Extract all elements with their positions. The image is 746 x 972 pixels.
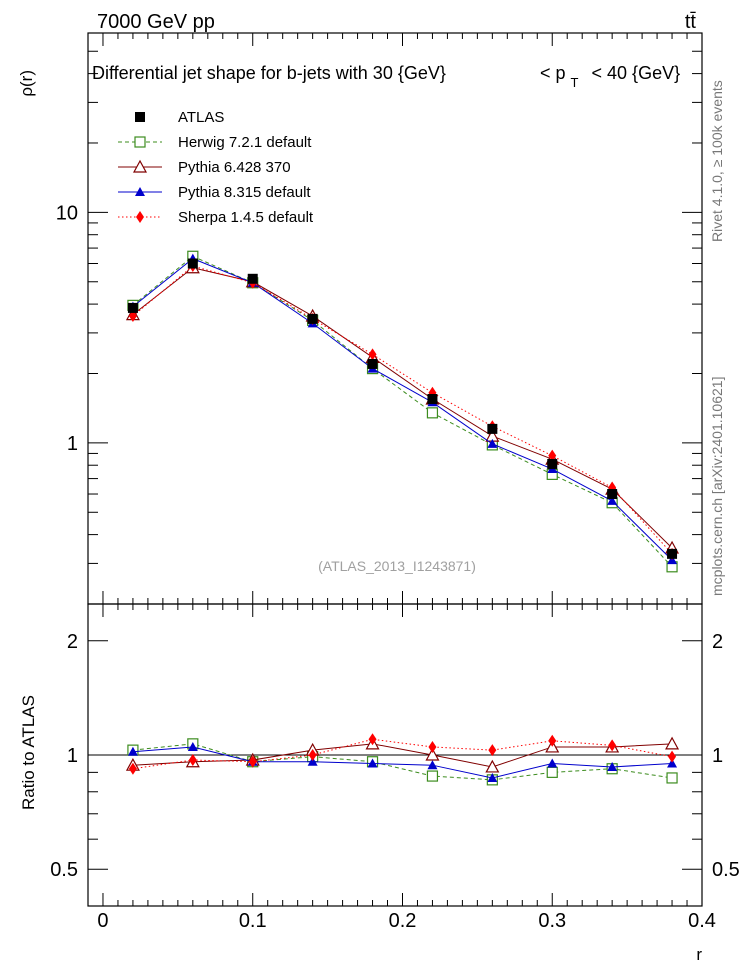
ratio-point-herwig-7-2-1-default [546,766,558,778]
legend-marker-sherpa-1-4-5-default [136,211,144,223]
ratio-point-pythia-8-315-default [487,772,498,782]
legend: ATLAS Herwig 7.2.1 default Pythia 6.428 37… [118,109,314,226]
y-tick-label: 1 [67,433,78,455]
main-axis-ticks: 1 10 [56,32,703,605]
ratio-point-pythia-6-428-370 [485,759,500,773]
ratio-y-tick-label: 2 [67,631,78,653]
point-atlas [667,548,678,559]
source-label: (ATLAS_2013_I1243871) [318,558,476,574]
ratio-y-axis-label: Ratio to ATLAS [19,695,38,810]
point-atlas [307,313,318,324]
chart-title-subscript: T [571,75,579,90]
ratio-line-herwig-7-2-1-default [132,743,673,781]
point-sherpa-1-4-5-default [548,449,557,462]
point-sherpa-1-4-5-default [128,310,137,323]
ratio-point-herwig-7-2-1-default [666,772,678,784]
point-pythia-8-315-default [607,495,618,505]
chart-title-p: < p [540,63,566,83]
ratio-point-pythia-8-315-default [427,760,438,770]
series-line-herwig-7-2-1-default [132,255,673,568]
ratio-series [125,733,680,786]
ratio-point-pythia-8-315-default [607,761,618,771]
point-atlas [367,358,378,369]
legend-marker-pythia-6-428-370 [132,159,148,173]
ratio-y-tick-label-right: 1 [712,745,723,767]
x-tick-label: 0.2 [389,910,417,932]
ratio-y-tick-label: 1 [67,745,78,767]
x-axis-label: r [696,945,702,964]
legend-label-pythia-8-315-default: Pythia 8.315 default [178,184,311,201]
x-tick-label: 0.4 [688,910,716,932]
mcplots-label: mcplots.cern.ch [arXiv:2401.10621] [709,377,725,596]
ratio-axis-ticks: 0 0.1 0.2 0.3 0.4 0.5 0.5 1 1 2 2 [50,604,740,932]
main-y-axis-label: ρ(r) [17,70,36,97]
series-line-sherpa-1-4-5-default [132,265,673,555]
ratio-point-pythia-8-315-default [547,758,558,768]
ratio-point-pythia-8-315-default [307,756,318,766]
process-label: tt̄ [685,11,697,33]
point-pythia-8-315-default [487,438,498,448]
chart-title-suffix: < 40 {GeV} [592,63,681,83]
x-tick-label: 0.1 [239,910,267,932]
legend-marker-herwig-7-2-1-default [134,136,146,148]
ratio-line-pythia-6-428-370 [132,743,673,768]
ratio-point-pythia-6-428-370 [425,747,440,761]
point-atlas [547,458,558,469]
x-tick-label: 0 [97,910,108,932]
ratio-point-sherpa-1-4-5-default [128,762,137,775]
legend-label-pythia-6-428-370: Pythia 6.428 370 [178,159,291,176]
ratio-point-herwig-7-2-1-default [426,770,439,782]
rivet-label: Rivet 4.1.0, ≥ 100k events [709,80,725,242]
chart-title: Differential jet shape for b-jets with 3… [92,63,680,91]
main-series [125,250,680,573]
legend-label-sherpa-1-4-5-default: Sherpa 1.4.5 default [178,209,314,226]
ratio-point-sherpa-1-4-5-default [608,739,617,752]
point-atlas [427,394,438,405]
ratio-line-pythia-8-315-default [132,746,673,779]
ratio-point-sherpa-1-4-5-default [368,733,377,746]
point-atlas [247,273,258,284]
point-atlas [187,258,198,269]
ratio-point-sherpa-1-4-5-default [188,754,197,767]
ratio-point-pythia-8-315-default [187,741,198,751]
y-tick-label: 10 [56,202,78,224]
ratio-point-pythia-8-315-default [127,746,138,756]
ratio-line-sherpa-1-4-5-default [132,738,673,770]
legend-marker-pythia-8-315-default [135,187,145,196]
ratio-point-sherpa-1-4-5-default [548,734,557,747]
legend-marker-atlas [135,112,145,122]
chart-title-prefix: Differential jet shape for b-jets with 3… [92,63,446,83]
ratio-point-sherpa-1-4-5-default [248,755,257,768]
point-herwig-7-2-1-default [426,407,439,419]
point-atlas [127,302,138,313]
x-tick-label: 0.3 [538,910,566,932]
ratio-point-sherpa-1-4-5-default [308,749,317,761]
energy-label: 7000 GeV pp [97,11,215,33]
ratio-point-pythia-6-428-370 [665,736,680,750]
ratio-y-tick-label-right: 2 [712,631,723,653]
ratio-y-tick-label-right: 0.5 [712,859,740,881]
legend-label-atlas: ATLAS [178,109,224,126]
ratio-point-sherpa-1-4-5-default [488,744,497,757]
ratio-y-tick-label: 0.5 [50,859,78,881]
point-sherpa-1-4-5-default [368,348,377,361]
ratio-point-pythia-8-315-default [667,758,678,768]
series-line-pythia-6-428-370 [132,267,673,549]
ratio-point-pythia-8-315-default [367,758,378,768]
point-atlas [487,423,498,434]
ratio-point-sherpa-1-4-5-default [668,750,677,763]
series-line-pythia-8-315-default [132,258,673,561]
point-atlas [607,489,618,500]
ratio-point-sherpa-1-4-5-default [428,740,437,753]
legend-label-herwig-7-2-1-default: Herwig 7.2.1 default [178,134,312,151]
